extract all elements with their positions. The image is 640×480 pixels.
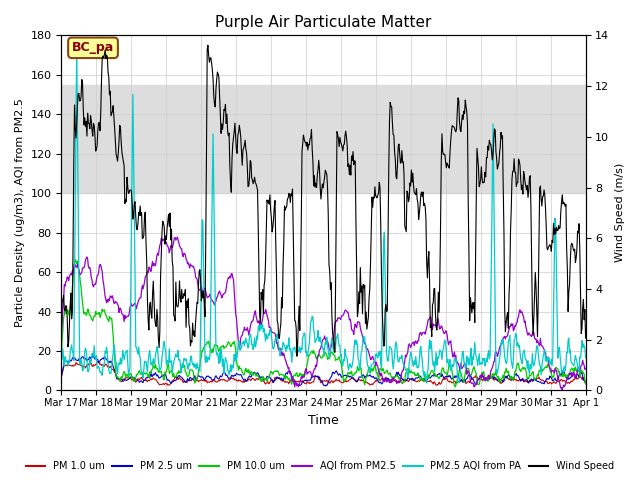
Title: Purple Air Particulate Matter: Purple Air Particulate Matter: [215, 15, 432, 30]
Y-axis label: Particle Density (ug/m3), AQI from PM2.5: Particle Density (ug/m3), AQI from PM2.5: [15, 98, 25, 327]
Y-axis label: Wind Speed (m/s): Wind Speed (m/s): [615, 163, 625, 263]
X-axis label: Time: Time: [308, 414, 339, 427]
Text: BC_pa: BC_pa: [72, 41, 114, 54]
Bar: [61, 84, 586, 193]
Legend: PM 1.0 um, PM 2.5 um, PM 10.0 um, AQI from PM2.5, PM2.5 AQI from PA, Wind Speed: PM 1.0 um, PM 2.5 um, PM 10.0 um, AQI fr…: [22, 457, 618, 475]
